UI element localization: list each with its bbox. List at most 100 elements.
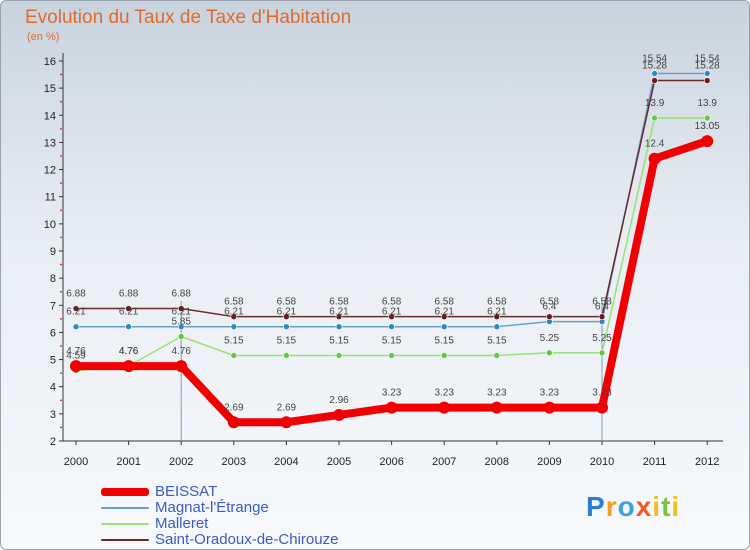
data-label: 6.21	[224, 307, 244, 318]
data-label: 13.9	[697, 98, 717, 109]
data-label: 6.21	[277, 307, 297, 318]
data-label: 12.4	[645, 139, 665, 150]
logo-letter: i	[671, 491, 681, 522]
y-minor-tick	[60, 127, 62, 130]
data-label: 4.76	[119, 346, 139, 357]
data-point	[333, 408, 345, 421]
data-label: 2.69	[277, 402, 297, 413]
data-label: 5.15	[224, 336, 244, 347]
x-tick-label: 2004	[274, 456, 298, 468]
data-label: 3.23	[592, 388, 612, 399]
legend-label: Malleret	[155, 515, 209, 532]
y-tick-label: 16	[44, 56, 56, 68]
x-tick-label: 2005	[327, 456, 351, 468]
data-label: 15.54	[642, 53, 667, 64]
data-label: 6.21	[434, 307, 454, 318]
data-point	[283, 352, 290, 359]
y-minor-tick	[60, 290, 62, 293]
y-minor-tick	[60, 100, 62, 103]
data-point	[335, 313, 343, 320]
logo-letter: i	[652, 491, 662, 522]
chart-subtitle: (en %)	[27, 31, 60, 43]
legend-label: BEISSAT	[155, 483, 218, 500]
data-point	[493, 313, 501, 320]
data-label: 6.21	[66, 307, 86, 318]
data-point	[703, 77, 711, 84]
data-label: 6.58	[329, 297, 349, 308]
y-minor-tick	[60, 372, 62, 375]
data-point	[648, 152, 661, 165]
data-point	[72, 305, 80, 312]
data-point	[490, 401, 503, 414]
data-label: 6.88	[171, 289, 191, 300]
logo-letter: t	[661, 491, 672, 522]
data-label: 6.58	[224, 297, 244, 308]
data-label: 6.21	[382, 307, 402, 318]
y-minor-tick	[60, 182, 62, 185]
y-tick-label: 5	[50, 355, 56, 367]
data-label: 5.25	[592, 333, 612, 344]
y-tick-label: 8	[50, 273, 56, 285]
data-label: 5.85	[171, 317, 191, 328]
x-tick-label: 2002	[169, 456, 193, 468]
data-point	[175, 360, 188, 373]
data-label: 6.4	[542, 302, 556, 313]
series-line-2	[75, 117, 708, 372]
data-point	[230, 313, 238, 320]
x-tick-label: 2012	[695, 456, 719, 468]
y-minor-tick	[60, 317, 62, 320]
legend-swatch	[101, 488, 149, 496]
y-tick-label: 14	[44, 110, 56, 122]
data-point	[335, 352, 343, 359]
data-label: 6.58	[592, 297, 612, 308]
data-label: 3.23	[434, 388, 454, 399]
data-label: 4.59	[66, 351, 86, 362]
data-point	[125, 323, 132, 331]
data-label: 5.15	[434, 336, 454, 347]
data-label: 6.88	[119, 289, 139, 300]
y-minor-tick	[60, 263, 62, 266]
data-label: 6.21	[119, 307, 139, 318]
y-minor-tick	[60, 399, 62, 402]
data-label: 4.76	[66, 346, 86, 357]
data-label: 3.23	[487, 388, 507, 399]
y-minor-tick	[60, 345, 62, 347]
data-label: 15.54	[695, 53, 720, 64]
x-tick-label: 2008	[485, 456, 509, 468]
series-line-0	[72, 137, 712, 427]
data-point	[596, 401, 608, 414]
data-point	[440, 313, 448, 320]
y-minor-tick	[60, 209, 62, 212]
data-point	[335, 323, 343, 331]
y-tick-label: 10	[44, 219, 56, 231]
data-point	[651, 114, 658, 122]
x-tick-label: 2001	[116, 456, 140, 468]
x-tick-label: 2006	[379, 456, 403, 468]
data-label: 6.21	[329, 307, 349, 318]
data-point	[283, 323, 290, 331]
data-label: 5.15	[329, 336, 349, 347]
legend-swatch	[101, 507, 149, 509]
y-minor-tick	[60, 73, 62, 76]
data-label: 4.76	[119, 346, 139, 357]
y-tick-label: 13	[44, 137, 56, 149]
data-label: 13.9	[645, 98, 665, 109]
data-label: 6.58	[277, 297, 297, 308]
data-point	[440, 323, 448, 331]
legend-item: Malleret	[101, 516, 338, 532]
data-label: 5.15	[382, 336, 402, 347]
data-point	[177, 333, 185, 340]
legend-swatch	[101, 523, 149, 525]
data-label: 6.58	[434, 297, 454, 308]
data-label: 6.58	[487, 297, 507, 308]
y-minor-tick	[60, 236, 62, 239]
data-label: 15.28	[642, 61, 667, 72]
data-label: 2.96	[329, 395, 349, 406]
data-point	[70, 360, 82, 373]
data-point	[388, 323, 395, 331]
data-label: 6.58	[540, 297, 560, 308]
x-tick-label: 2003	[222, 456, 246, 468]
y-tick-label: 6	[50, 327, 56, 339]
y-tick-label: 15	[44, 83, 56, 95]
legend-item: Magnat-l'Étrange	[101, 500, 338, 516]
